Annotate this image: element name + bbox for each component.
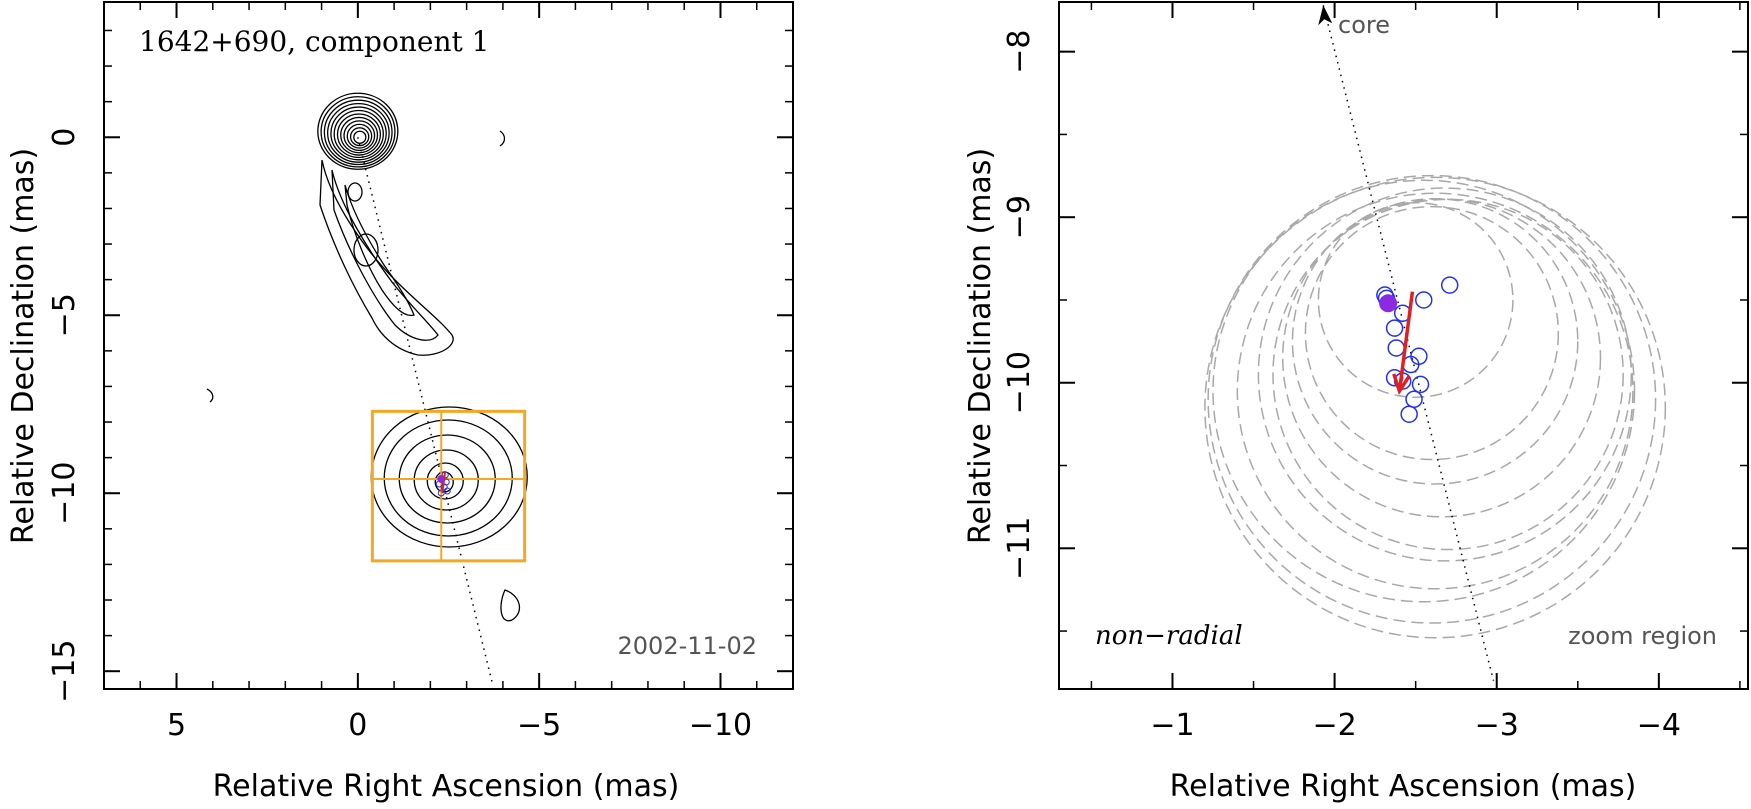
left-title: 1642+690, component 1	[139, 25, 489, 58]
x-tick-label: −4	[1637, 708, 1681, 743]
right-plot-frame	[1058, 1, 1749, 690]
x-tick-label: −10	[689, 708, 752, 743]
core-contour	[333, 109, 384, 159]
error-circle	[1317, 201, 1514, 398]
jet-contour	[319, 159, 454, 356]
left-ridge-line	[357, 137, 493, 683]
left-y-tick-labels: 0 −5 −10 −15	[47, 128, 82, 703]
error-circle	[1204, 176, 1667, 639]
x-tick-label: −5	[517, 708, 561, 743]
left-points	[435, 470, 451, 497]
observation-marker	[1411, 375, 1430, 394]
left-date-label: 2002-11-02	[618, 632, 757, 660]
core-contour	[346, 123, 373, 149]
y-tick-label: −11	[1002, 517, 1037, 580]
ridge-dotted-line	[357, 137, 493, 683]
right-x-axis-label: Relative Right Ascension (mas)	[1170, 769, 1637, 804]
zoom-region-label: zoom region	[1568, 622, 1717, 650]
right-ticks	[1059, 2, 1748, 689]
observation-marker	[1405, 390, 1423, 409]
noise-contour	[499, 130, 506, 147]
jet-knot-contour	[353, 233, 379, 267]
right-panel: −1 −2 −3 −4 −8 −9 −10 −11 core non−radial zoom…	[963, 1, 1749, 804]
y-tick-label: −5	[47, 293, 82, 337]
velocity-arrow-head	[1392, 373, 1411, 396]
zoom-box	[370, 409, 527, 563]
left-x-axis-label: Relative Right Ascension (mas)	[213, 769, 680, 804]
error-circle	[1207, 174, 1657, 624]
error-circle	[1281, 198, 1602, 518]
core-contour	[317, 92, 399, 170]
component-obs-marker	[437, 489, 445, 497]
observation-marker	[1385, 319, 1404, 337]
zoom-box-rect	[370, 409, 527, 563]
core-contour	[323, 99, 393, 166]
core-contour	[327, 102, 390, 163]
observation-marker	[1387, 339, 1405, 357]
non-radial-label: non−radial	[1095, 621, 1243, 651]
error-circle	[1304, 205, 1560, 461]
left-contours	[206, 92, 528, 622]
observation-marker	[1440, 276, 1459, 294]
jet-contour	[331, 169, 439, 341]
component-contour	[426, 462, 464, 500]
left-x-tick-labels: 5 0 −5 −10	[167, 708, 752, 743]
core-contour	[353, 130, 367, 144]
error-circle	[1236, 192, 1634, 590]
observation-marker	[1400, 405, 1418, 423]
x-tick-label: 5	[167, 708, 186, 743]
velocity-arrow	[1392, 291, 1415, 396]
core-label: core	[1338, 11, 1390, 39]
left-ticks	[104, 2, 793, 689]
error-circle	[1291, 197, 1579, 485]
error-circles	[1204, 174, 1667, 639]
error-circle	[1257, 187, 1633, 562]
observation-marker	[1415, 291, 1433, 309]
component-arrow	[441, 470, 447, 494]
x-tick-label: −3	[1475, 708, 1519, 743]
right-y-tick-labels: −8 −9 −10 −11	[1002, 30, 1037, 580]
core-contour	[330, 106, 387, 161]
ridge-dotted-line	[1322, 5, 1495, 681]
error-circle	[1272, 198, 1624, 551]
right-ridge-line	[1318, 5, 1495, 681]
core-contour	[320, 96, 396, 168]
jet-contour	[344, 184, 415, 317]
core-contour	[340, 116, 379, 154]
y-tick-label: −15	[47, 640, 82, 703]
x-tick-label: −2	[1312, 708, 1356, 743]
mean-position-marker	[1379, 294, 1398, 313]
noise-contour	[500, 589, 521, 622]
core-direction-arrowhead	[1318, 5, 1333, 26]
x-tick-label: 0	[348, 708, 367, 743]
y-tick-label: 0	[47, 128, 82, 147]
y-tick-label: −10	[1002, 351, 1037, 414]
left-plot-frame	[103, 1, 794, 690]
y-tick-label: −9	[1002, 195, 1037, 239]
left-panel: 5 0 −5 −10 0−5−10−15 1642+690, component 1 …	[6, 1, 794, 804]
jet-knot-contour	[347, 182, 363, 202]
velocity-arrow-shaft	[1397, 291, 1415, 392]
x-tick-label: −1	[1150, 708, 1194, 743]
y-tick-label: −10	[47, 462, 82, 525]
left-y-axis-label: Relative Declination (mas)	[6, 148, 41, 544]
y-tick-label: −8	[1002, 30, 1037, 74]
error-circle	[1212, 179, 1636, 603]
component-obs-marker	[443, 487, 451, 495]
observation-points	[1376, 276, 1459, 423]
noise-contour	[206, 388, 214, 403]
right-x-tick-labels: −1 −2 −3 −4	[1150, 708, 1681, 743]
right-y-axis-label: Relative Declination (mas)	[963, 148, 998, 544]
component-contour	[370, 406, 528, 548]
core-contour	[343, 120, 376, 152]
core-contour	[336, 113, 382, 156]
core-contour	[349, 127, 370, 147]
